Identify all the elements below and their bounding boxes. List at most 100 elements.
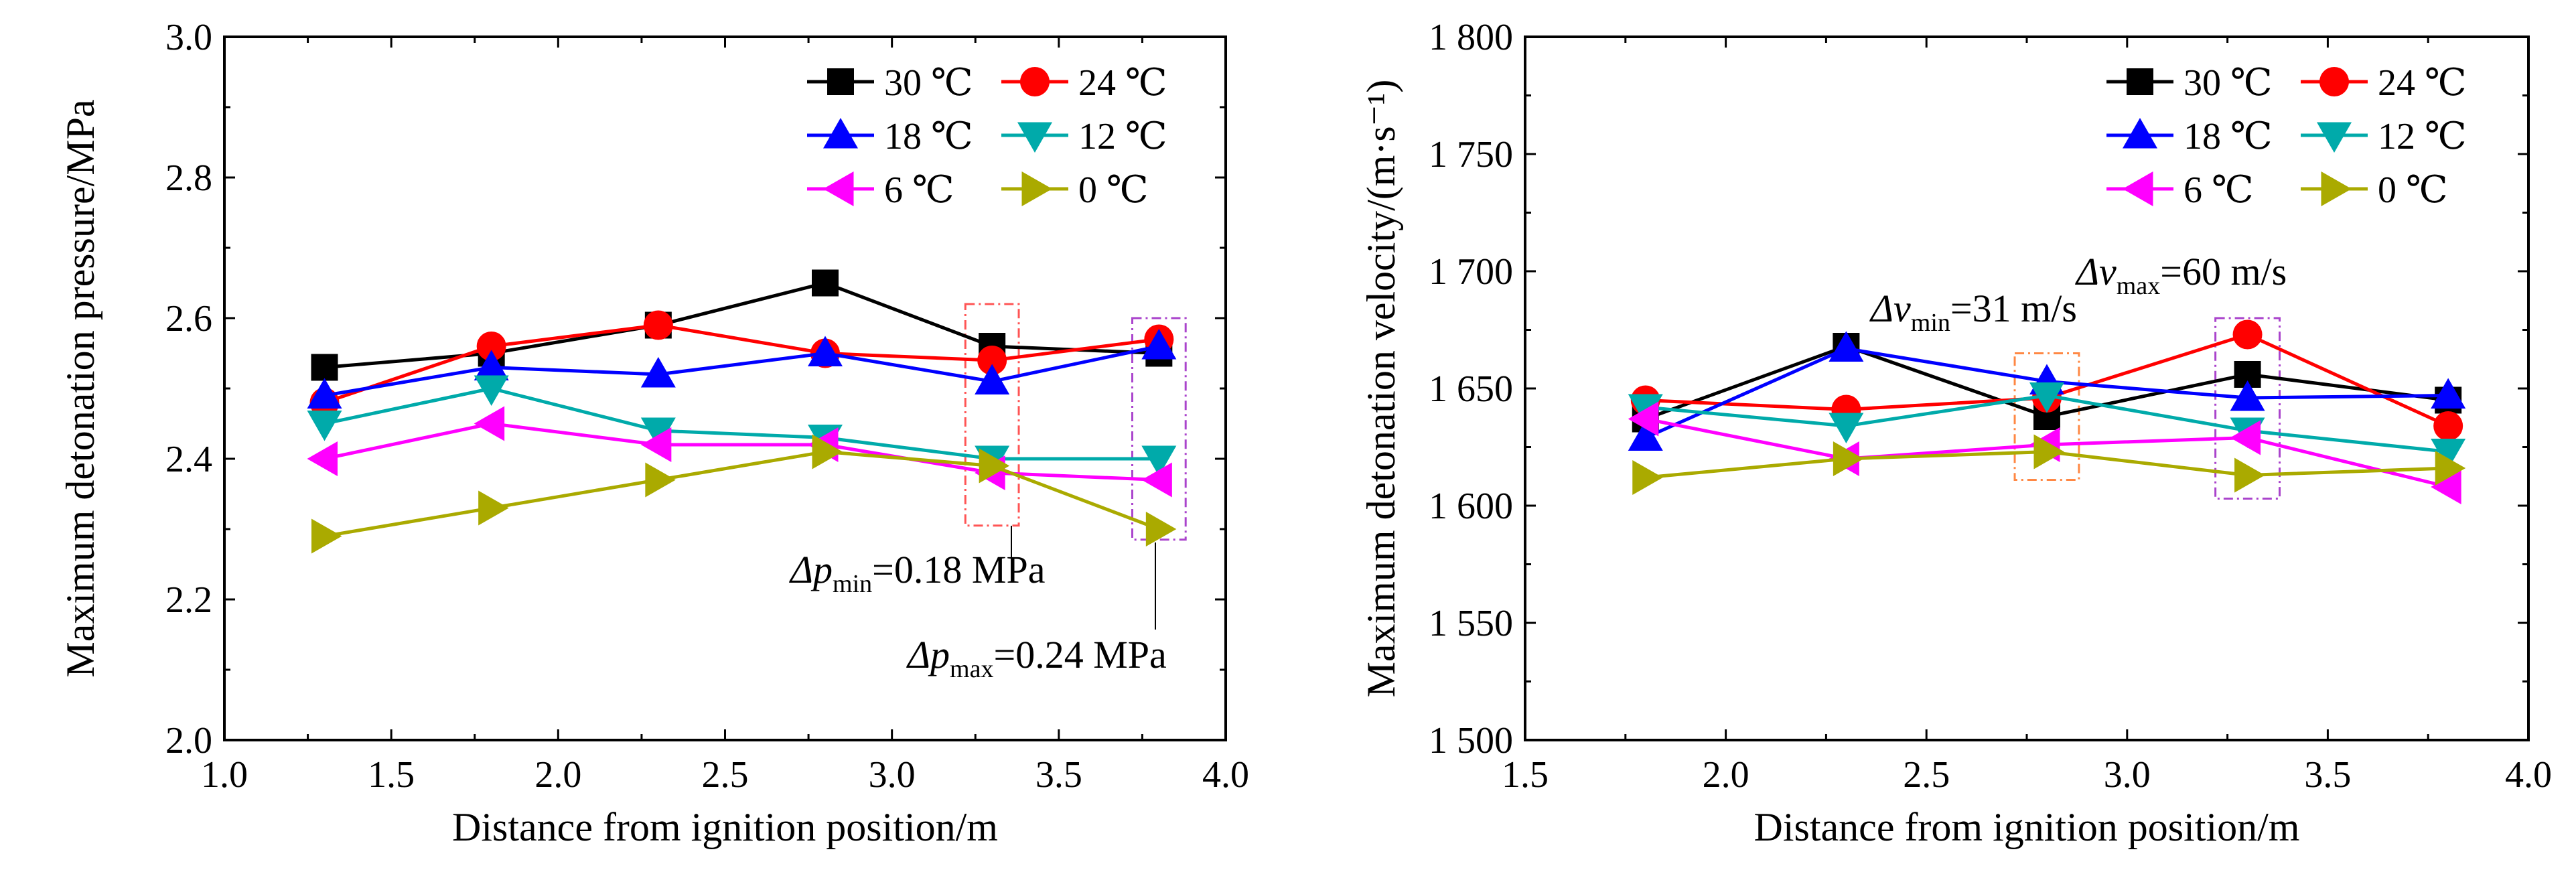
x-axis-label: Distance from ignition position/m <box>1754 805 2300 849</box>
series-0-point-2-marker <box>645 462 676 498</box>
series-12-point-4-marker <box>2431 439 2466 469</box>
legend-6-marker <box>2123 171 2153 206</box>
series-0-point-4-marker <box>2435 451 2466 486</box>
legend-24-label: 24 ℃ <box>2378 62 2467 104</box>
x-tick-label: 2.0 <box>1703 754 1749 796</box>
pressure-chart: 1.0 1.5 2.0 2.5 3.0 3.5 4.0 2.0 2.2 2.4 2.6 2.8 3.0 D… <box>58 17 1249 849</box>
annotation-box-vmax <box>2214 317 2281 500</box>
series-12-point-2-marker <box>640 417 676 448</box>
series-0-point-2-marker <box>2033 434 2064 469</box>
y-tick-label: 2.2 <box>165 579 212 621</box>
series-30-point-3-marker <box>812 269 839 297</box>
legend-12-label: 12 ℃ <box>1078 116 1167 157</box>
series-18-point-5-marker <box>1141 329 1177 360</box>
y-tick-label: 1 500 <box>1429 720 1513 762</box>
series-6-point-0-marker <box>1628 401 1659 437</box>
legend-0-label: 0 ℃ <box>2378 169 2448 211</box>
series-6-point-0-marker <box>307 441 338 476</box>
series-18-point-1-marker <box>1829 331 1864 362</box>
x-tick-label: 1.5 <box>368 754 415 796</box>
series-24-point-4-marker <box>2433 411 2463 441</box>
y-tick-label: 2.8 <box>165 157 212 199</box>
series-6-point-1-marker <box>474 406 505 441</box>
legend-24-label: 24 ℃ <box>1078 62 1167 104</box>
series-24-line <box>324 323 1159 405</box>
series-0-point-1-marker <box>478 490 509 526</box>
x-tick-label: 3.5 <box>2304 754 2351 796</box>
annotation-vmax: Δvmax=60 m/s <box>2075 250 2287 300</box>
legend-30-label: 30 ℃ <box>884 62 973 104</box>
y-tick-label: 1 600 <box>1429 486 1513 527</box>
legend-24-marker <box>2319 67 2349 96</box>
series-12-point-1-marker <box>1829 413 1864 443</box>
series-6-point-2-marker <box>640 427 672 462</box>
y-axis-label: Maximum detonation velocity/(m·s⁻¹) <box>1359 80 1403 698</box>
series-18-point-2-marker <box>640 357 676 388</box>
x-tick-label: 2.5 <box>702 754 749 796</box>
x-tick-label: 1.0 <box>201 754 248 796</box>
legend-30-marker <box>2127 68 2153 95</box>
y-tick-label: 2.4 <box>165 439 212 480</box>
legend-18-label: 18 ℃ <box>2184 116 2273 157</box>
legend-0-marker <box>1021 171 1052 206</box>
legend-0-marker <box>2321 171 2352 206</box>
series-0-point-3-marker <box>812 434 843 469</box>
series-24-point-1-marker <box>476 332 506 361</box>
x-tick-label: 3.5 <box>1035 754 1082 796</box>
series-6-point-4-marker <box>2431 469 2461 504</box>
legend-30-marker <box>827 68 854 95</box>
series-12-point-0-marker <box>307 411 342 441</box>
legend-18-label: 18 ℃ <box>884 116 973 157</box>
y-tick-label: 1 550 <box>1429 603 1513 644</box>
series-24-point-2-marker <box>643 310 673 340</box>
series-12-point-2-marker <box>2029 382 2064 413</box>
legend-12-marker <box>2317 122 2352 153</box>
annotation-pmax: Δpmax=0.24 MPa <box>906 633 1167 683</box>
y-tick-label: 1 800 <box>1429 17 1513 58</box>
x-tick-label: 3.0 <box>2104 754 2151 796</box>
y-tick-label: 3.0 <box>165 17 212 58</box>
series-18-point-4-marker <box>975 364 1010 394</box>
legend-18-marker <box>823 118 858 149</box>
series-0-point-5-marker <box>1145 512 1177 547</box>
x-tick-label: 4.0 <box>1202 754 1249 796</box>
series-0-point-0-marker <box>311 518 342 554</box>
series-18-line <box>324 344 1159 397</box>
legend-18-marker <box>2123 118 2157 149</box>
y-tick-label: 1 750 <box>1429 134 1513 175</box>
legend-12-label: 12 ℃ <box>2378 116 2467 157</box>
legend-24-marker <box>1020 67 1050 96</box>
series-0-point-4-marker <box>979 448 1010 484</box>
series-0-point-1-marker <box>1833 441 1864 476</box>
annotation-vmin: Δvmin=31 m/s <box>1869 287 2077 337</box>
series-18-point-4-marker <box>2431 378 2466 409</box>
annotation-pmin: Δpmin=0.18 MPa <box>789 548 1045 598</box>
series-18-point-0-marker <box>1628 420 1663 451</box>
series-0-point-3-marker <box>2234 457 2265 493</box>
legend-6-label: 6 ℃ <box>2184 169 2254 211</box>
series-6-point-5-marker <box>1141 462 1172 498</box>
y-tick-label: 2.0 <box>165 720 212 762</box>
x-tick-label: 1.5 <box>1502 754 1549 796</box>
y-tick-label: 1 650 <box>1429 368 1513 410</box>
series-24-point-4-marker <box>977 346 1007 375</box>
series-18-point-1-marker <box>474 350 509 380</box>
series-18-point-0-marker <box>307 378 342 409</box>
legend-12-marker <box>1017 122 1052 153</box>
series-12-point-5-marker <box>1141 445 1177 476</box>
x-tick-label: 2.0 <box>534 754 581 796</box>
series-12-line <box>324 386 1159 461</box>
annotation-box-pmax <box>1131 317 1187 541</box>
annotation-box-vmin <box>2013 352 2080 481</box>
legend-0-label: 0 ℃ <box>1078 169 1149 211</box>
annotation-box-pmin <box>964 303 1020 527</box>
series-30-point-0-marker <box>311 354 338 381</box>
series-6-point-3-marker <box>2230 420 2261 455</box>
legend-30-label: 30 ℃ <box>2184 62 2273 104</box>
y-tick-label: 1 700 <box>1429 251 1513 293</box>
series-12-point-1-marker <box>474 375 509 406</box>
series-18-point-3-marker <box>2230 380 2265 411</box>
x-tick-label: 2.5 <box>1903 754 1950 796</box>
series-0-point-0-marker <box>1632 460 1663 495</box>
